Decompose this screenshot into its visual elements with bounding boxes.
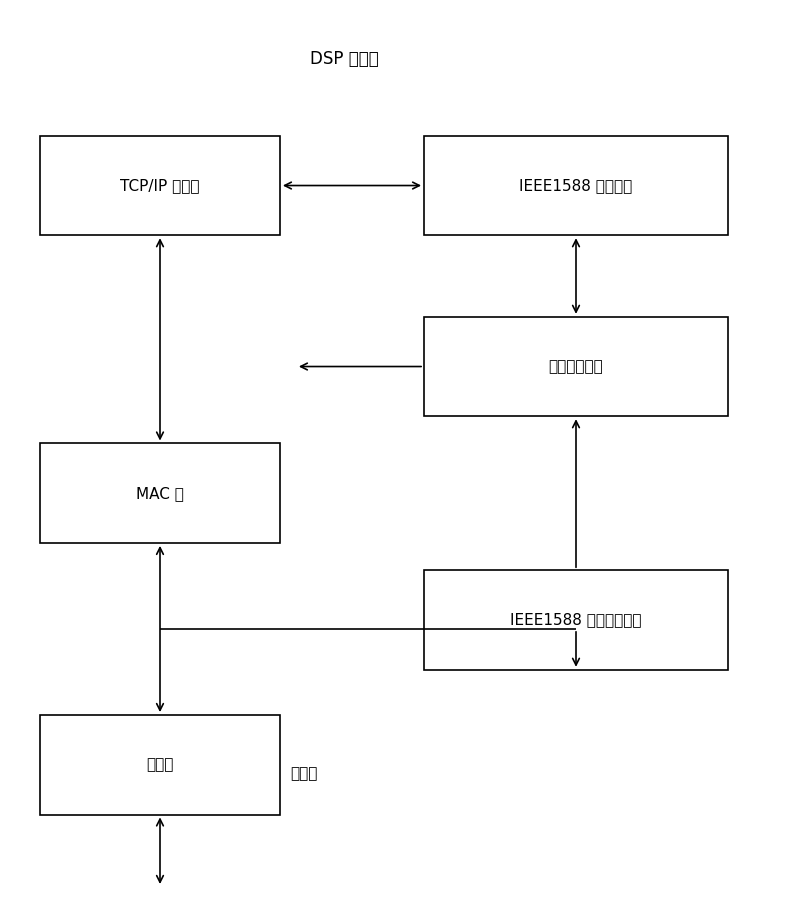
Text: DSP 处理器: DSP 处理器 [310,50,378,68]
Bar [40,443,280,543]
Bar [424,136,728,235]
Bar [40,136,280,235]
Text: TCP/IP 驱动层: TCP/IP 驱动层 [120,178,200,193]
Text: MAC 层: MAC 层 [136,486,184,500]
Text: IEEE1588 处理软件: IEEE1588 处理软件 [519,178,633,193]
Text: IEEE1588 报文检测模块: IEEE1588 报文检测模块 [510,613,642,627]
Text: 本地时钟模块: 本地时钟模块 [549,359,603,374]
Text: 以太网: 以太网 [290,767,318,781]
Bar [424,317,728,416]
Bar [40,715,280,814]
Text: 物理层: 物理层 [146,757,174,772]
Bar [424,570,728,670]
